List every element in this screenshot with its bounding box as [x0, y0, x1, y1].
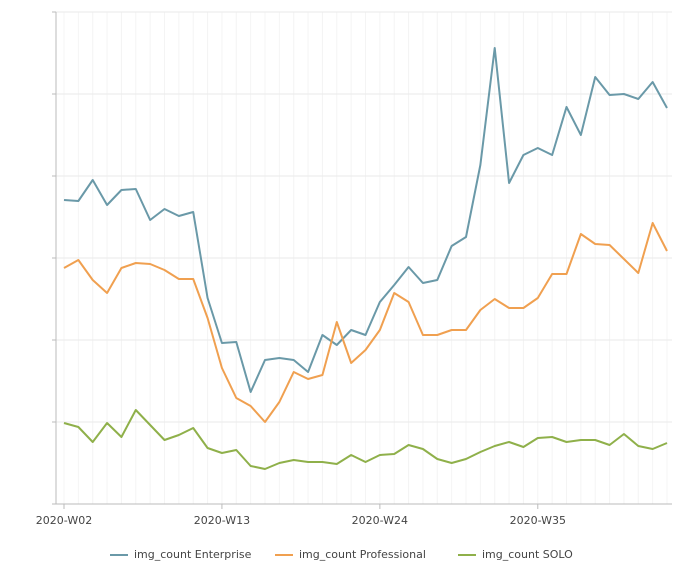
legend-label: img_count SOLO [482, 548, 573, 561]
x-tick-label: 2020-W13 [194, 514, 250, 527]
legend-label: img_count Professional [299, 548, 426, 561]
legend-label: img_count Enterprise [134, 548, 252, 561]
x-tick-label: 2020-W35 [510, 514, 566, 527]
x-tick-label: 2020-W02 [36, 514, 92, 527]
x-tick-label: 2020-W24 [352, 514, 408, 527]
series-line [63, 222, 668, 423]
series-line [63, 47, 668, 393]
series-line [63, 409, 668, 470]
